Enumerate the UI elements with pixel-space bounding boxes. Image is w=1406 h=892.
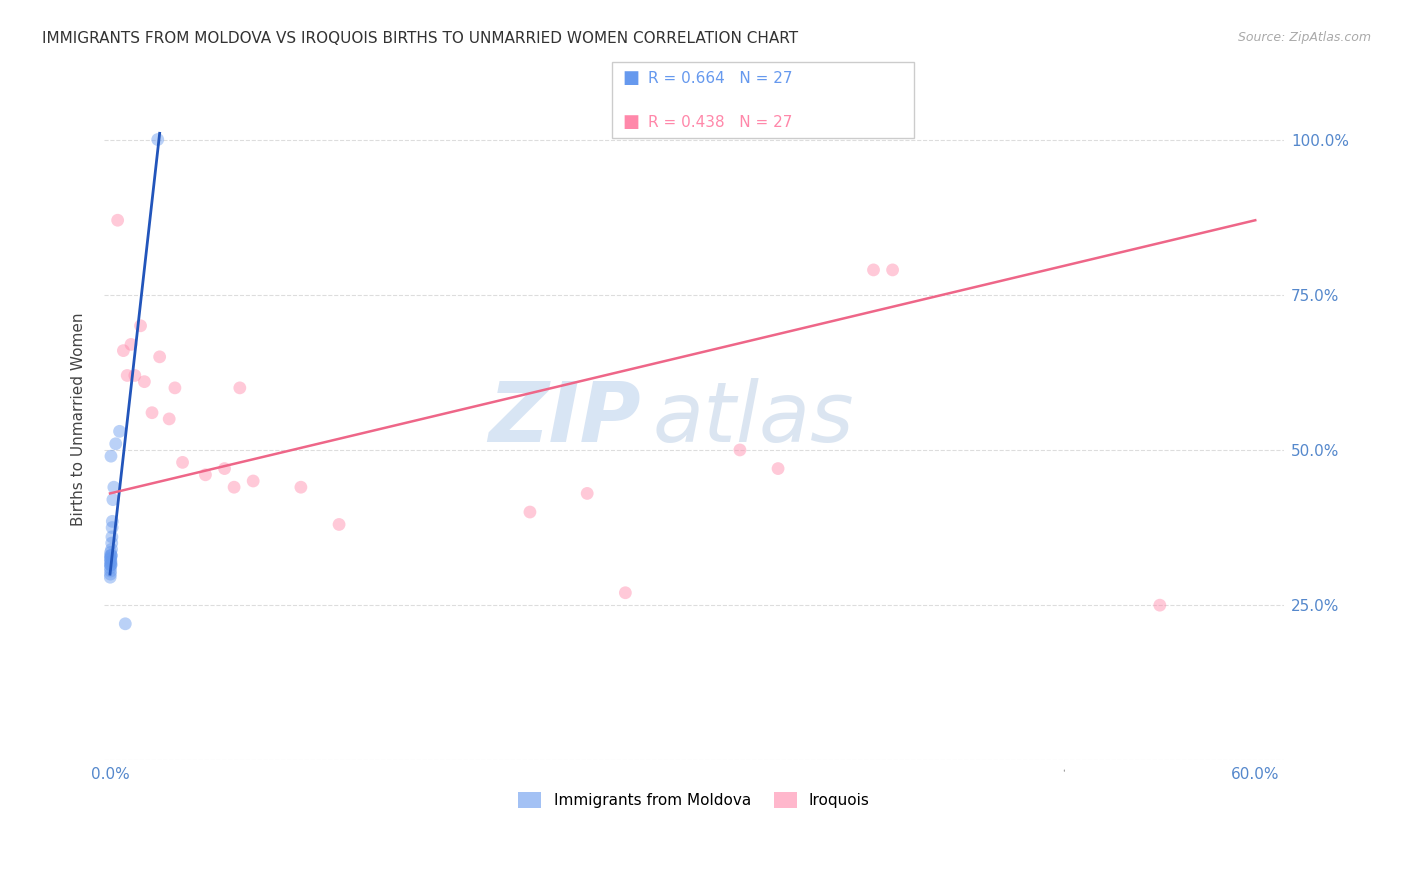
Point [100,564,122,578]
Point [100,549,122,563]
Point [100,558,122,572]
Text: ■: ■ [623,70,640,87]
Point [146,132,169,146]
Point [172,455,194,469]
Point [194,467,217,482]
Text: R = 0.664   N = 27: R = 0.664 N = 27 [648,71,793,86]
Point [108,425,131,439]
Point [163,381,186,395]
Point [101,530,124,544]
Point [101,492,124,507]
Legend: Immigrants from Moldova, Iroquois: Immigrants from Moldova, Iroquois [512,786,876,814]
Point [141,406,163,420]
Point [112,343,135,358]
Text: atlas: atlas [652,378,855,459]
Point [129,318,152,333]
Point [222,480,245,494]
Point [107,213,129,227]
Point [98,561,121,575]
Point [100,555,122,569]
Point [614,586,637,600]
Point [766,461,789,475]
Point [115,368,138,383]
Point [242,474,264,488]
Point [100,558,122,572]
Point [100,567,122,582]
Point [862,263,884,277]
Point [114,616,136,631]
Point [101,514,124,528]
Text: ■: ■ [623,113,640,131]
Point [104,436,127,450]
Point [882,263,904,277]
Point [100,549,122,563]
Point [100,549,122,563]
Point [149,350,172,364]
Point [100,558,122,572]
Text: Source: ZipAtlas.com: Source: ZipAtlas.com [1237,31,1371,45]
Point [576,486,599,500]
Point [328,517,350,532]
Point [1149,598,1171,612]
Point [134,375,156,389]
Text: IMMIGRANTS FROM MOLDOVA VS IROQUOIS BIRTHS TO UNMARRIED WOMEN CORRELATION CHART: IMMIGRANTS FROM MOLDOVA VS IROQUOIS BIRT… [42,31,799,46]
Y-axis label: Births to Unmarried Women: Births to Unmarried Women [72,312,86,525]
Text: R = 0.438   N = 27: R = 0.438 N = 27 [648,115,793,129]
Point [124,368,146,383]
Point [728,442,751,457]
Text: ZIP: ZIP [488,378,641,459]
Point [98,570,121,584]
Point [229,381,252,395]
Point [100,449,122,463]
Point [101,520,124,534]
Point [100,545,122,559]
Point [120,337,142,351]
Point [100,555,122,569]
Point [100,542,122,557]
Point [103,480,125,494]
Point [214,461,236,475]
Point [100,551,122,566]
Point [98,551,121,566]
Point [157,412,180,426]
Point [519,505,541,519]
Point [100,536,122,550]
Point [290,480,312,494]
